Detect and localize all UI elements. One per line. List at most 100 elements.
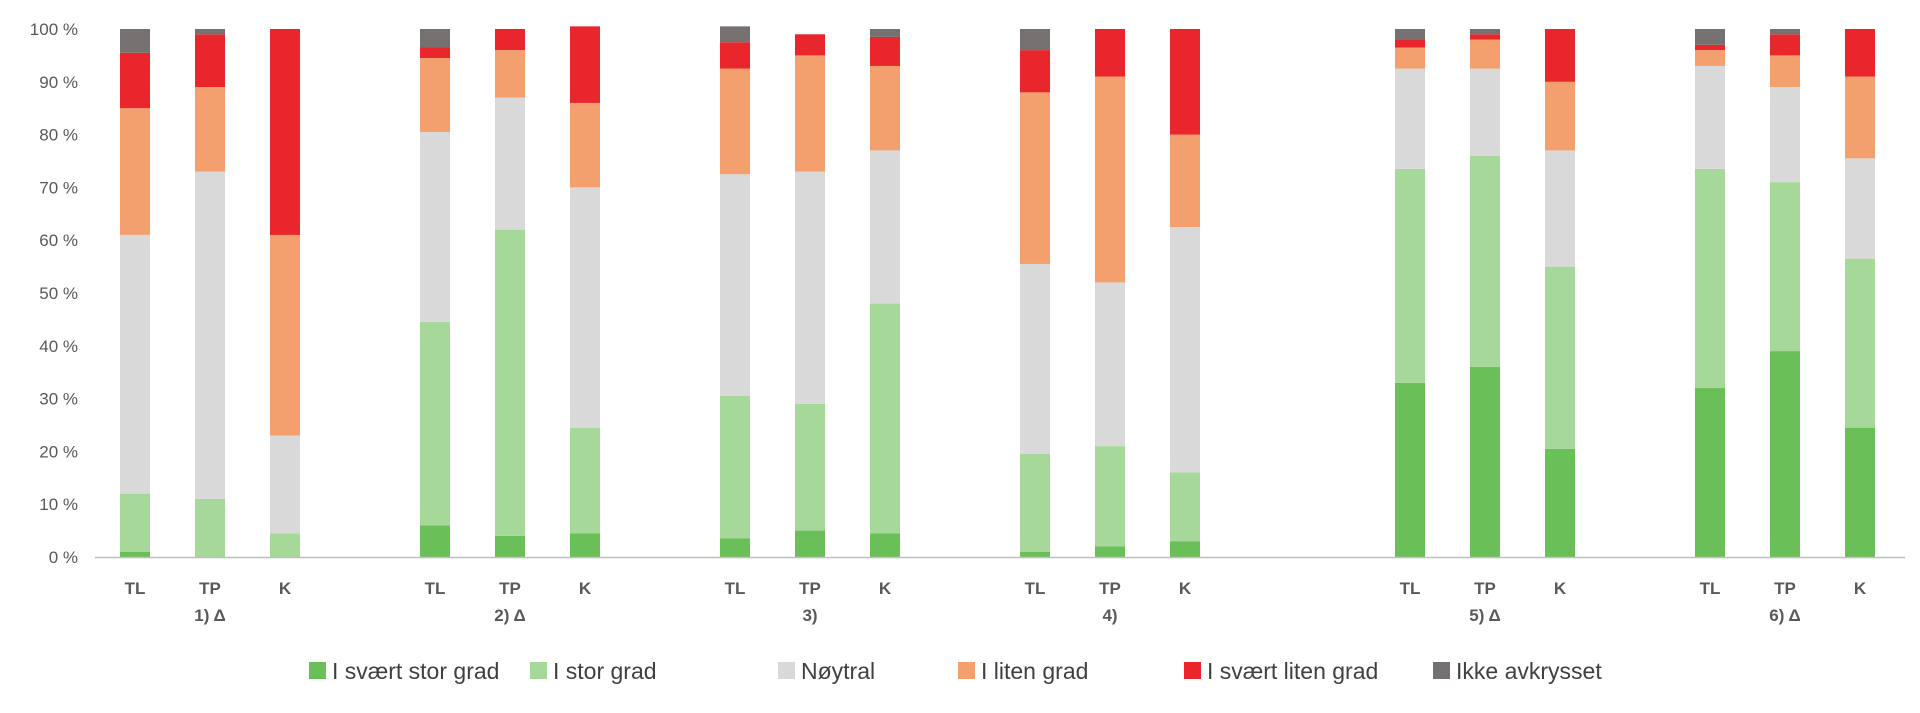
y-axis: 0 % 10 % 20 % 30 % 40 % 50 % 60 % 70 % 80 % 90 % 1… [30, 20, 78, 567]
bar-segment [1845, 76, 1875, 159]
bar-segment [270, 29, 300, 235]
bar-segment [1170, 541, 1200, 557]
x-group-label: 2) Δ [494, 606, 525, 625]
x-category-label: TP [499, 579, 521, 598]
bar-segment [1095, 546, 1125, 557]
y-tick-label: 90 % [39, 73, 78, 92]
bar-segment [1395, 68, 1425, 169]
bar-segment [870, 36, 900, 66]
bar-segment [1095, 446, 1125, 547]
x-category-label: TL [1700, 579, 1721, 598]
y-tick-label: 40 % [39, 337, 78, 356]
bar-segment [1845, 158, 1875, 259]
x-category-label: TP [799, 579, 821, 598]
bar-segment [870, 533, 900, 557]
bar-segment [720, 538, 750, 557]
bar-segment [1095, 29, 1125, 77]
bar-segment [870, 29, 900, 37]
legend: I svært stor grad I stor grad Nøytral I lit… [309, 658, 1602, 684]
x-group-label: 6) Δ [1769, 606, 1800, 625]
bar-segment [120, 493, 150, 552]
bar-segment [795, 403, 825, 531]
bar-segment [795, 34, 825, 56]
bar-segment [195, 87, 225, 172]
bar-segment [120, 551, 150, 557]
x-category-label: TL [425, 579, 446, 598]
bar-segment [420, 58, 450, 132]
bar-segment [720, 174, 750, 396]
bar-segment [570, 187, 600, 428]
legend-label: Nøytral [801, 658, 875, 684]
legend-label: I svært stor grad [332, 658, 499, 684]
x-category-label: K [1179, 579, 1192, 598]
bar-segment [120, 52, 150, 109]
bar-segment [1695, 65, 1725, 169]
x-category-label: TP [199, 579, 221, 598]
x-category-label: TP [1099, 579, 1121, 598]
x-category-label: K [1554, 579, 1567, 598]
x-category-label: K [1854, 579, 1867, 598]
bar-segment [495, 50, 525, 98]
bar-segment [1470, 155, 1500, 367]
bar-segment [120, 234, 150, 494]
legend-label: I stor grad [553, 658, 657, 684]
bar-segment [1470, 68, 1500, 156]
y-tick-label: 30 % [39, 390, 78, 409]
bar-segment [420, 525, 450, 557]
bar-segment [1170, 134, 1200, 227]
y-tick-label: 80 % [39, 126, 78, 145]
bar-segment [1020, 50, 1050, 93]
bar-segment [1395, 382, 1425, 557]
x-category-label: TL [1025, 579, 1046, 598]
bar-segment [720, 42, 750, 69]
bar-segment [495, 229, 525, 536]
legend-swatch [1184, 662, 1201, 679]
bar-segment [1170, 227, 1200, 473]
bar-segment [270, 234, 300, 436]
bar-segment [795, 530, 825, 557]
bar-segment [795, 171, 825, 404]
legend-swatch [958, 662, 975, 679]
bar-segment [870, 150, 900, 304]
x-axis: TL TP K 1) Δ TL TP K 2) Δ TL TP K 3) TL TP K 4) TL TP K 5) … [125, 579, 1867, 625]
x-group-label: 4) [1102, 606, 1117, 625]
x-category-label: TL [125, 579, 146, 598]
bar-segment [720, 68, 750, 175]
x-group-label: 5) Δ [1469, 606, 1500, 625]
y-tick-label: 70 % [39, 178, 78, 197]
bar-segment [195, 29, 225, 35]
bar-segment [195, 34, 225, 88]
bar-segment [720, 395, 750, 539]
bar-segment [495, 535, 525, 557]
bar-segment [1545, 150, 1575, 267]
bar-segment [1695, 44, 1725, 51]
bar-segment [1020, 551, 1050, 557]
bar-segment [570, 427, 600, 534]
y-tick-label: 60 % [39, 231, 78, 250]
legend-swatch [778, 662, 795, 679]
bar-segment [120, 29, 150, 53]
bar-segment [1470, 366, 1500, 557]
bar-segment [1020, 92, 1050, 264]
bar-segment [195, 498, 225, 557]
bar-segment [1770, 351, 1800, 557]
y-tick-label: 50 % [39, 284, 78, 303]
bar-segment [420, 322, 450, 526]
bar-segment [1095, 76, 1125, 283]
bar-segment [1020, 29, 1050, 51]
bar-segment [1845, 258, 1875, 428]
bar-segment [1170, 472, 1200, 542]
legend-swatch [1433, 662, 1450, 679]
bars [120, 26, 1875, 557]
x-category-label: K [579, 579, 592, 598]
bar-segment [1470, 34, 1500, 40]
y-tick-label: 100 % [30, 20, 78, 39]
bar-segment [570, 26, 600, 103]
bar-segment [1770, 182, 1800, 352]
bar-segment [795, 55, 825, 172]
bar-segment [495, 29, 525, 51]
bar-segment [570, 102, 600, 188]
bar-segment [1770, 87, 1800, 183]
bar-segment [570, 533, 600, 557]
legend-label: Ikke avkrysset [1456, 658, 1602, 684]
